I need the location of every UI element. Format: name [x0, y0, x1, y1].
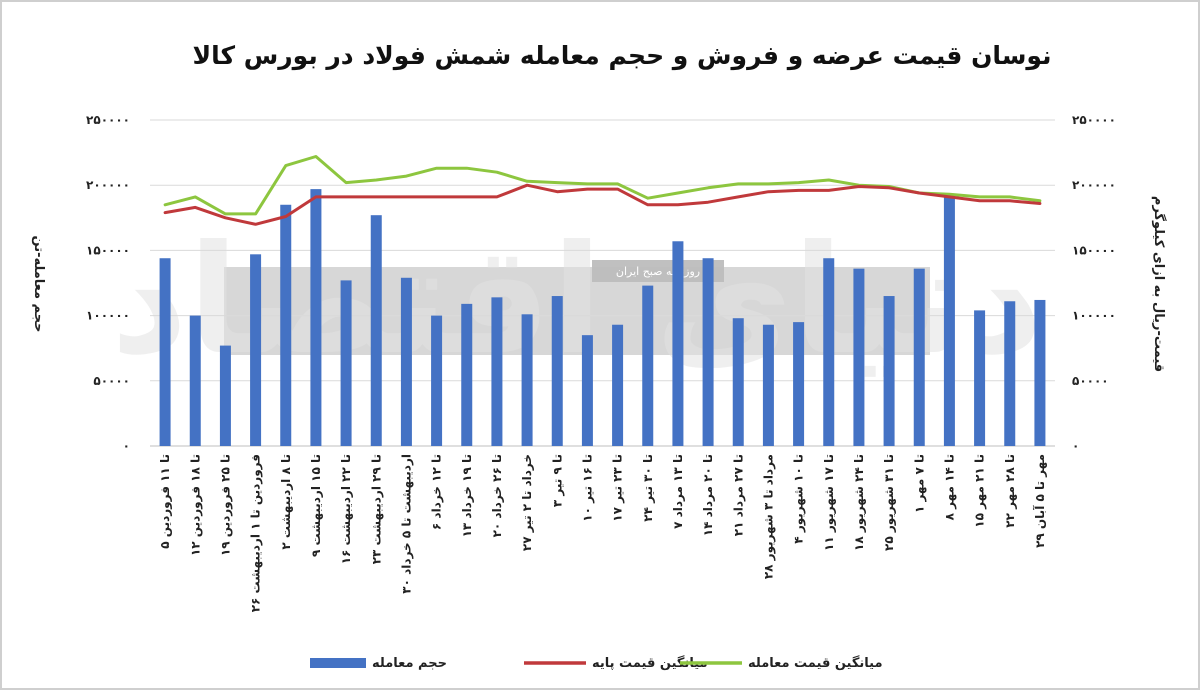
volume-bar: [159, 258, 171, 446]
left-tick-label: ۲۵۰۰۰۰: [86, 113, 130, 127]
volume-bar: [883, 296, 895, 446]
volume-bar: [250, 254, 262, 446]
volume-bar: [219, 345, 231, 446]
category-label: ۲۷ خرداد تا ۲ تیر: [520, 454, 534, 551]
volume-bar: [521, 314, 533, 446]
volume-bar: [340, 280, 352, 446]
category-label: ۱۲ تا ۱۸ فروردین: [188, 454, 203, 556]
category-label: ۵ تا ۱۱ فروردین: [158, 454, 173, 549]
category-label: ۱۴ تا ۲۰ مرداد: [701, 454, 715, 536]
volume-bar: [823, 258, 835, 446]
volume-bar: [400, 277, 412, 446]
category-label: ۱۰ تا ۱۶ تیر: [580, 454, 594, 522]
legend-label-volume: حجم معامله: [372, 656, 447, 671]
volume-bar: [853, 268, 865, 446]
left-tick-label: ۲۰۰۰۰۰: [86, 178, 130, 192]
right-tick-label: ۱۵۰۰۰۰: [1072, 243, 1116, 257]
left-tick-label: ۱۰۰۰۰۰: [86, 309, 130, 323]
volume-bar: [793, 322, 805, 446]
category-label: ۱۸ تا ۲۴ شهریور: [852, 454, 867, 551]
legend: حجم معامله میانگین قیمت پایه میانگین قیم…: [310, 655, 883, 671]
legend-swatch-volume: [310, 658, 366, 668]
volume-bar: [913, 268, 925, 446]
category-label: ۲۹ مهر تا ۵ آبان: [1032, 454, 1047, 548]
volume-bar: [672, 241, 684, 446]
category-label: ۶ تا ۱۲ خرداد: [430, 454, 444, 530]
left-tick-label: ۱۵۰۰۰۰: [86, 243, 130, 257]
category-label: ۱۹ تا ۲۵ فروردین: [218, 454, 233, 556]
category-label: ۸ تا ۱۴ مهر: [942, 454, 956, 520]
left-tick-label: ۰: [123, 439, 130, 453]
right-tick-label: ۱۰۰۰۰۰: [1072, 309, 1116, 323]
volume-bar: [702, 258, 714, 446]
watermark-tag-box: [592, 260, 724, 282]
category-label: ۲۸ مرداد تا ۳ شهریور: [761, 454, 776, 579]
volume-bar: [310, 189, 322, 446]
volume-bar: [642, 285, 654, 446]
category-label: ۱۱ تا ۱۷ شهریور: [822, 454, 837, 551]
category-label: ۳ تا ۹ تیر: [550, 454, 564, 507]
left-axis-title: حجم معامله-تن: [31, 236, 46, 333]
chart-title: نوسان قیمت عرضه و فروش و حجم معامله شمش …: [193, 41, 1052, 71]
line-series: [163, 155, 1042, 226]
category-labels: ۵ تا ۱۱ فروردین ۱۲ تا ۱۸ فروردین ۱۹ تا ۲۵ …: [158, 454, 1047, 612]
category-label: ۲۲ تا ۲۸ مهر: [1003, 454, 1017, 528]
volume-bar: [370, 215, 382, 446]
right-tick-label: ۰: [1072, 439, 1079, 453]
bar-series: [159, 189, 1046, 446]
volume-bar: [612, 324, 624, 446]
category-label: ۹ تا ۱۵ اردیبهشت: [309, 454, 323, 557]
right-tick-label: ۵۰۰۰۰: [1072, 374, 1109, 388]
category-label: ۱۶ تا ۲۲ اردیبهشت: [339, 454, 353, 564]
volume-bar: [431, 315, 443, 446]
category-label: ۱۵ تا ۲۱ مهر: [973, 454, 987, 528]
volume-bar: [280, 204, 292, 446]
base-price-line: [163, 183, 1042, 226]
volume-bar: [732, 318, 744, 446]
volume-bar: [189, 315, 201, 446]
volume-bar: [461, 303, 473, 446]
volume-bar: [491, 297, 503, 446]
left-tick-label: ۵۰۰۰۰: [93, 374, 130, 388]
category-label: ۲۱ تا ۲۷ مرداد: [731, 454, 745, 536]
category-label: ۷ تا ۱۳ مرداد: [671, 454, 685, 529]
category-label: ۲۳ تا ۲۹ اردیبهشت: [369, 454, 383, 564]
volume-bar: [1034, 299, 1046, 446]
category-label: ۲۴ تا ۳۰ تیر: [641, 454, 655, 522]
category-label: ۲۶ فروردین تا ۱ اردیبهشت: [249, 454, 264, 612]
category-label: ۱۳ تا ۱۹ خرداد: [460, 454, 474, 537]
category-label: ۲۵ تا ۳۱ شهریور: [882, 454, 897, 551]
category-label: ۲ تا ۸ اردیبهشت: [279, 454, 293, 550]
volume-bar: [551, 296, 563, 446]
right-axis-title: قیمت-ریال به ازای کیلوگرم: [1151, 196, 1167, 372]
legend-label-deal-price: میانگین قیمت معامله: [748, 655, 883, 671]
volume-bar: [1004, 301, 1016, 446]
volume-bar: [943, 196, 955, 446]
right-tick-label: ۲۵۰۰۰۰: [1072, 113, 1116, 127]
volume-bar: [974, 310, 986, 446]
volume-bar: [762, 324, 774, 446]
category-label: ۳۰ اردیبهشت تا ۵ خرداد: [399, 454, 413, 594]
category-label: ۴ تا ۱۰ شهریور: [792, 454, 807, 544]
axis-ticks: ۰ ۰ ۵۰۰۰۰ ۵۰۰۰۰ ۱۰۰۰۰۰ ۱۰۰۰۰۰ ۱۵۰۰۰۰ ۱۵۰۰۰۰ ۲۰۰۰…: [86, 113, 1116, 453]
volume-bar: [581, 335, 593, 446]
right-tick-label: ۲۰۰۰۰۰: [1072, 178, 1116, 192]
category-label: ۲۰ تا ۲۶ خرداد: [490, 454, 504, 537]
category-label: ۱ تا ۷ مهر: [912, 454, 926, 513]
legend-label-base-price: میانگین قیمت پایه: [592, 655, 708, 671]
category-label: ۱۷ تا ۲۳ تیر: [611, 454, 625, 522]
